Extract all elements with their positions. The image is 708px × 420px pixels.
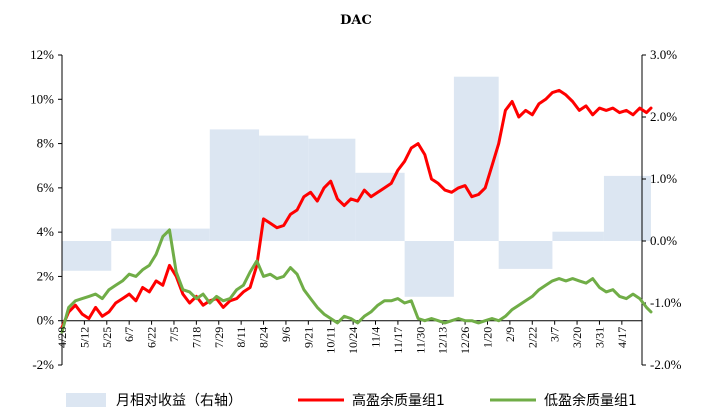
left-tick-label-6: 10%: [30, 91, 54, 106]
right-tick-label-0: -2.0%: [650, 357, 682, 372]
x-tick-label-7: 7/29: [212, 327, 226, 348]
x-tick-label-9: 8/24: [257, 327, 271, 348]
chart-title: DAC: [340, 13, 372, 28]
x-tick-label-14: 11/4: [369, 327, 383, 348]
bar-5: [308, 138, 356, 241]
left-tick-label-7: 12%: [30, 47, 54, 62]
legend-label-low: 低盈余质量组1: [544, 392, 637, 409]
x-tick-label-3: 6/7: [122, 327, 136, 342]
left-tick-label-1: 0%: [37, 313, 55, 328]
x-tick-label-20: 2/9: [503, 327, 517, 342]
bar-2: [171, 228, 210, 241]
x-tick-label-2: 5/25: [100, 327, 114, 348]
bar-3: [209, 129, 260, 241]
bar-8: [453, 76, 499, 241]
x-tick-label-19: 1/20: [480, 327, 494, 348]
left-tick-label-2: 2%: [37, 268, 55, 283]
legend: 月相对收益（右轴） 高盈余质量组1 低盈余质量组1: [66, 392, 637, 409]
x-tick-label-12: 10/11: [324, 327, 338, 354]
x-tick-label-17: 12/13: [436, 327, 450, 354]
left-tick-label-3: 4%: [37, 224, 55, 239]
left-tick-label-4: 6%: [37, 180, 55, 195]
legend-swatch-bars: [66, 393, 106, 407]
x-tick-label-18: 12/26: [458, 327, 472, 354]
x-tick-label-13: 10/24: [346, 327, 360, 354]
legend-label-high: 高盈余质量组1: [352, 392, 445, 409]
right-tick-label-2: 0.0%: [650, 233, 677, 248]
bar-9: [498, 241, 553, 269]
right-tick-label-5: 3.0%: [650, 47, 677, 62]
bar-10: [552, 231, 604, 241]
left-tick-label-0: -2%: [32, 357, 54, 372]
bar-11: [603, 175, 651, 241]
x-tick-label-24: 3/31: [592, 327, 606, 348]
x-tick-label-16: 11/30: [413, 327, 427, 354]
series-line-0: [60, 88, 653, 329]
x-tick-label-0: 4/28: [55, 327, 69, 348]
x-tick-label-15: 11/17: [391, 327, 405, 354]
x-tick-label-23: 3/20: [570, 327, 584, 348]
x-tick-label-6: 7/18: [189, 327, 203, 348]
x-tick-label-1: 5/12: [77, 327, 91, 348]
right-tick-label-1: -1.0%: [650, 295, 682, 310]
x-tick-label-11: 9/21: [301, 327, 315, 348]
series-line-1: [60, 228, 653, 334]
x-tick-label-4: 6/22: [145, 327, 159, 348]
bar-7: [404, 241, 454, 297]
x-tick-label-8: 8/11: [234, 327, 248, 348]
x-tick-label-10: 9/6: [279, 327, 293, 342]
ticks-layer: -2% 0% 2% 4% 6% 8% 10% 12% -2.0% -1.0% 0.0% 1.0% 2.0…: [30, 47, 681, 372]
x-tick-label-21: 2/22: [525, 327, 539, 348]
right-tick-label-4: 2.0%: [650, 109, 677, 124]
x-tick-label-5: 7/5: [167, 327, 181, 342]
right-tick-label-3: 1.0%: [650, 171, 677, 186]
x-tick-label-25: 4/17: [615, 327, 629, 348]
left-tick-label-5: 8%: [37, 136, 55, 151]
legend-label-bars: 月相对收益（右轴）: [116, 393, 242, 409]
bar-6: [355, 172, 405, 241]
lines-layer: [60, 88, 653, 334]
bar-1: [111, 228, 172, 241]
x-tick-label-22: 3/7: [548, 327, 562, 342]
bar-0: [62, 241, 112, 271]
